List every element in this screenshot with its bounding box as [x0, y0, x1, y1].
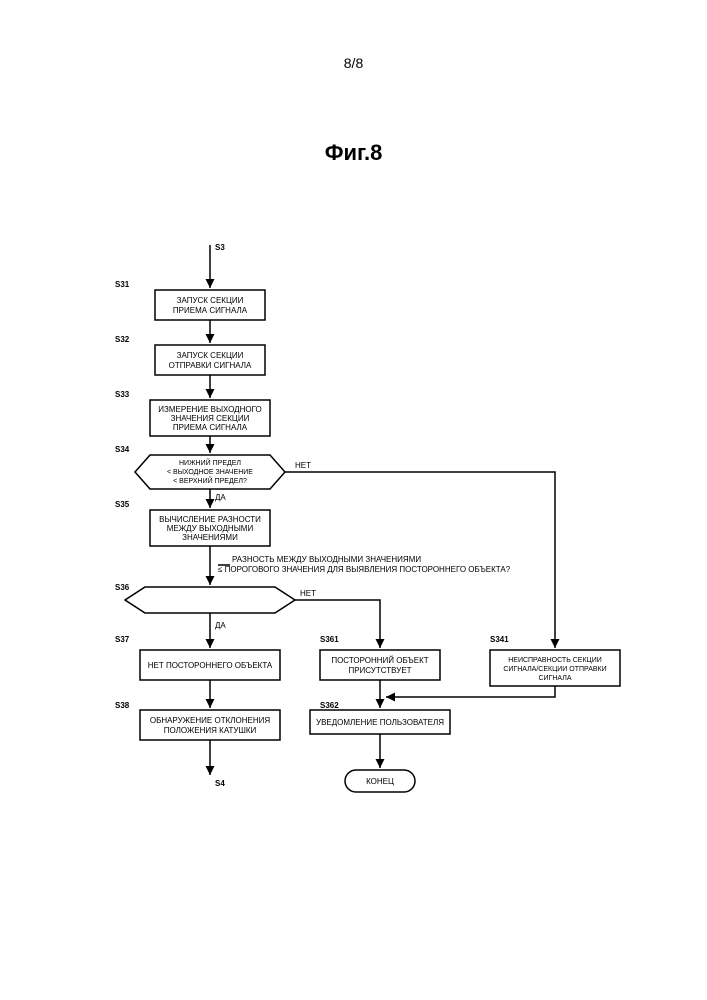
s341-text3: СИГНАЛА — [538, 675, 571, 682]
s36-decision — [125, 587, 295, 613]
s38-id: S38 — [115, 701, 130, 710]
s36-annot2: ≤ ПОРОГОВОГО ЗНАЧЕНИЯ ДЛЯ ВЫЯВЛЕНИЯ ПОСТ… — [218, 565, 511, 574]
end-text: КОНЕЦ — [366, 777, 394, 786]
s36-annot1: РАЗНОСТЬ МЕЖДУ ВЫХОДНЫМИ ЗНАЧЕНИЯМИ — [232, 555, 421, 564]
s38-text1: ОБНАРУЖЕНИЕ ОТКЛОНЕНИЯ — [150, 716, 271, 725]
s34-text3: < ВЕРХНИЙ ПРЕДЕЛ? — [173, 476, 247, 485]
s36-no-label: НЕТ — [300, 589, 316, 598]
s34-id: S34 — [115, 445, 130, 454]
s362-id: S362 — [320, 701, 339, 710]
s33-text1: ИЗМЕРЕНИЕ ВЫХОДНОГО — [158, 405, 261, 414]
s31-id: S31 — [115, 280, 130, 289]
s32-text1: ЗАПУСК СЕКЦИИ — [177, 351, 244, 360]
exit-label: S4 — [215, 779, 225, 788]
edge-s341-s362 — [386, 686, 555, 697]
page: 8/8 Фиг.8 S3 S31 ЗАПУСК СЕКЦИИ ПРИЕМА СИ… — [0, 0, 707, 1000]
s31-text2: ПРИЕМА СИГНАЛА — [173, 306, 248, 315]
s341-id: S341 — [490, 635, 509, 644]
s33-id: S33 — [115, 390, 130, 399]
s36-id: S36 — [115, 583, 130, 592]
s362-text: УВЕДОМЛЕНИЕ ПОЛЬЗОВАТЕЛЯ — [316, 718, 444, 727]
s361-id: S361 — [320, 635, 339, 644]
s361-text1: ПОСТОРОННИЙ ОБЪЕКТ — [331, 656, 428, 665]
s34-yes-label: ДА — [215, 493, 226, 502]
s35-id: S35 — [115, 500, 130, 509]
s341-text1: НЕИСПРАВНОСТЬ СЕКЦИИ — [508, 657, 602, 664]
entry-label: S3 — [215, 243, 225, 252]
s31-text1: ЗАПУСК СЕКЦИИ — [177, 296, 244, 305]
s38-text2: ПОЛОЖЕНИЯ КАТУШКИ — [164, 726, 257, 735]
s34-no-label: НЕТ — [295, 461, 311, 470]
s35-text1: ВЫЧИСЛЕНИЕ РАЗНОСТИ — [159, 515, 261, 524]
s34-text2: < ВЫХОДНОЕ ЗНАЧЕНИЕ — [167, 469, 253, 476]
s35-text3: ЗНАЧЕНИЯМИ — [182, 533, 238, 542]
s32-id: S32 — [115, 335, 130, 344]
s341-text2: СИГНАЛА/СЕКЦИИ ОТПРАВКИ — [503, 666, 606, 673]
s34-text1: НИЖНИЙ ПРЕДЕЛ — [179, 458, 241, 467]
s37-text: НЕТ ПОСТОРОННЕГО ОБЪЕКТА — [148, 661, 273, 670]
s37-id: S37 — [115, 635, 130, 644]
s32-text2: ОТПРАВКИ СИГНАЛА — [169, 361, 252, 370]
s33-text2: ЗНАЧЕНИЯ СЕКЦИИ — [171, 414, 250, 423]
s36-yes-label: ДА — [215, 621, 226, 630]
s33-text3: ПРИЕМА СИГНАЛА — [173, 423, 248, 432]
s361-text2: ПРИСУТСТВУЕТ — [348, 666, 411, 675]
s35-text2: МЕЖДУ ВЫХОДНЫМИ — [167, 524, 254, 533]
flowchart: S3 S31 ЗАПУСК СЕКЦИИ ПРИЕМА СИГНАЛА S32 … — [0, 0, 707, 1000]
